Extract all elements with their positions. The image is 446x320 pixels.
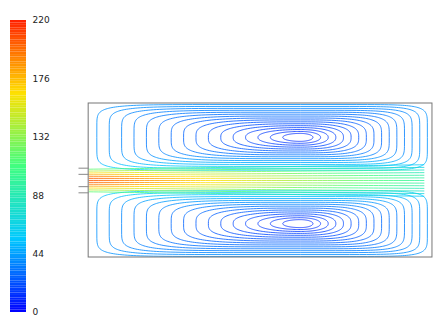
svg-text:132: 132 bbox=[33, 132, 50, 142]
svg-text:0: 0 bbox=[33, 307, 39, 317]
svg-text:176: 176 bbox=[33, 74, 50, 84]
svg-text:88: 88 bbox=[33, 191, 45, 201]
svg-text:220: 220 bbox=[33, 15, 50, 25]
svg-text:44: 44 bbox=[33, 249, 45, 259]
